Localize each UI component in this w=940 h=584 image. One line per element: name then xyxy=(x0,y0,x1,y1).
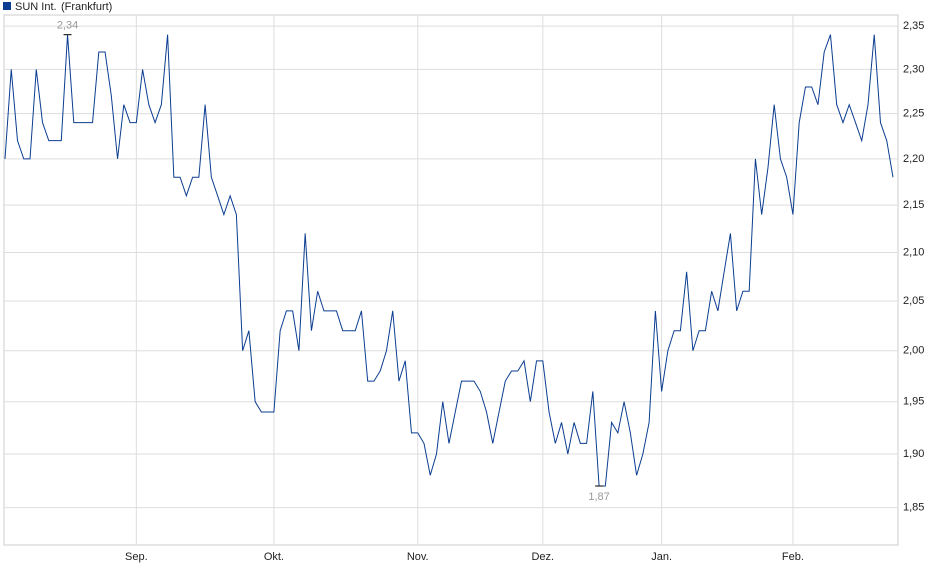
y-tick-label: 2,20 xyxy=(903,153,924,165)
extreme-label: 1,87 xyxy=(588,491,609,503)
legend-swatch xyxy=(3,2,11,10)
y-tick-label: 2,10 xyxy=(903,246,924,258)
y-tick-label: 2,05 xyxy=(903,295,924,307)
y-tick-label: 2,15 xyxy=(903,199,924,211)
y-tick-label: 2,00 xyxy=(903,345,924,357)
x-tick-label: Okt. xyxy=(264,551,284,563)
extreme-label: 2,34 xyxy=(57,20,78,32)
x-tick-label: Dez. xyxy=(531,551,554,563)
y-tick-label: 2,25 xyxy=(903,108,924,120)
plot-frame xyxy=(3,14,899,546)
y-tick-label: 1,90 xyxy=(903,448,924,460)
x-tick-label: Jan. xyxy=(651,551,672,563)
price-line xyxy=(4,34,894,487)
x-tick-label: Feb. xyxy=(782,551,804,563)
legend-label: SUN Int. xyxy=(15,1,57,13)
x-tick-label: Sep. xyxy=(125,551,148,563)
y-tick-label: 1,95 xyxy=(903,396,924,408)
y-tick-label: 2,35 xyxy=(903,20,924,32)
y-tick-label: 2,30 xyxy=(903,63,924,75)
legend-exchange: (Frankfurt) xyxy=(61,1,112,13)
x-tick-label: Nov. xyxy=(407,551,429,563)
y-tick-label: 1,85 xyxy=(903,502,924,514)
